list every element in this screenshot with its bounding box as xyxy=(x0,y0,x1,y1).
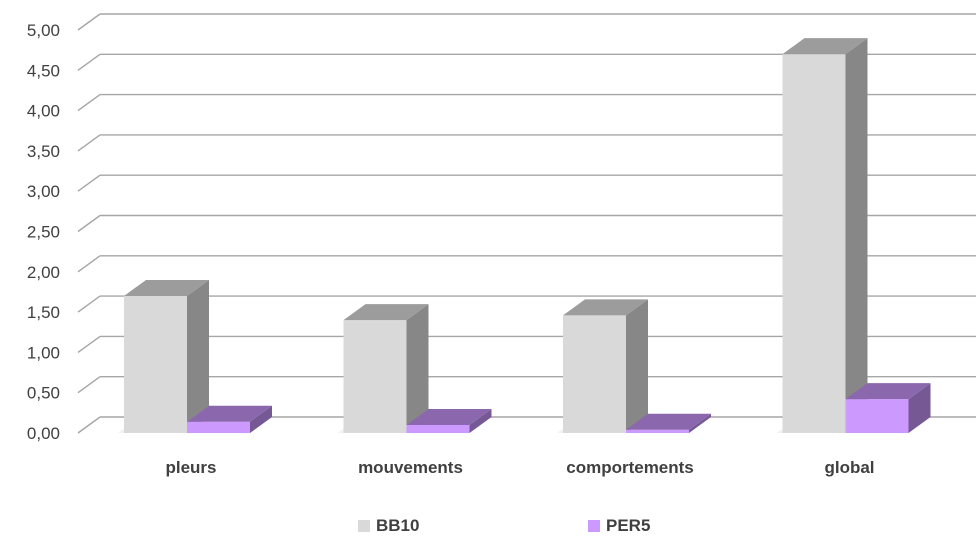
bar-chart: 0,00 0,50 1,00 1,50 2,00 2,50 3,00 3,50 4,00 4,50… xyxy=(0,0,976,505)
y-tick-label: 2,00 xyxy=(27,263,60,282)
bar-bb10-pleurs xyxy=(124,280,209,433)
legend-label-bb10: BB10 xyxy=(376,516,419,536)
y-tick-label: 4,50 xyxy=(27,61,60,80)
gridline-depth xyxy=(78,296,100,312)
gridline-depth xyxy=(78,336,100,352)
x-tick-label: comportements xyxy=(566,458,694,477)
bar-side xyxy=(846,38,868,433)
gridline-depth xyxy=(78,216,100,232)
bar-side xyxy=(626,299,648,433)
y-tick-label: 1,00 xyxy=(27,343,60,362)
legend-item-per5: PER5 xyxy=(588,516,650,536)
legend-item-bb10: BB10 xyxy=(358,516,419,536)
y-tick-label: 3,00 xyxy=(27,182,60,201)
bar-bb10-global xyxy=(783,38,868,433)
legend-swatch-per5 xyxy=(588,520,600,532)
x-axis: pleurs mouvements comportements global xyxy=(165,458,874,477)
x-tick-label: global xyxy=(824,458,874,477)
bars xyxy=(118,38,931,433)
gridline-depth xyxy=(78,14,100,30)
gridline-depth xyxy=(78,135,100,151)
x-tick-label: mouvements xyxy=(358,458,463,477)
y-tick-label: 1,50 xyxy=(27,303,60,322)
gridline-depth xyxy=(78,95,100,111)
bar-front xyxy=(124,296,187,433)
y-tick-label: 0,00 xyxy=(27,424,60,443)
legend-swatch-bb10 xyxy=(358,520,370,532)
y-tick-label: 3,50 xyxy=(27,142,60,161)
y-tick-label: 2,50 xyxy=(27,223,60,242)
bar-bb10-mouvements xyxy=(344,304,429,433)
y-tick-label: 4,00 xyxy=(27,102,60,121)
gridline-depth xyxy=(78,417,100,433)
bar-bb10-comportements xyxy=(563,299,648,433)
gridline-depth xyxy=(78,377,100,393)
bar-front xyxy=(407,425,470,433)
gridline-depth xyxy=(78,256,100,272)
bar-front xyxy=(626,430,689,433)
bar-front xyxy=(783,54,846,433)
y-axis: 0,00 0,50 1,00 1,50 2,00 2,50 3,00 3,50 4,00 4,50… xyxy=(27,21,60,443)
y-tick-label: 0,50 xyxy=(27,384,60,403)
bar-per5-global xyxy=(846,383,931,433)
legend: BB10 PER5 xyxy=(0,516,976,538)
gridline-depth xyxy=(78,54,100,70)
bar-front xyxy=(344,320,407,433)
bar-front xyxy=(563,315,626,433)
legend-label-per5: PER5 xyxy=(606,516,650,536)
bar-front xyxy=(187,422,250,433)
bar-front xyxy=(846,399,909,433)
y-tick-label: 5,00 xyxy=(27,21,60,40)
gridline-depth xyxy=(78,175,100,191)
x-tick-label: pleurs xyxy=(165,458,216,477)
